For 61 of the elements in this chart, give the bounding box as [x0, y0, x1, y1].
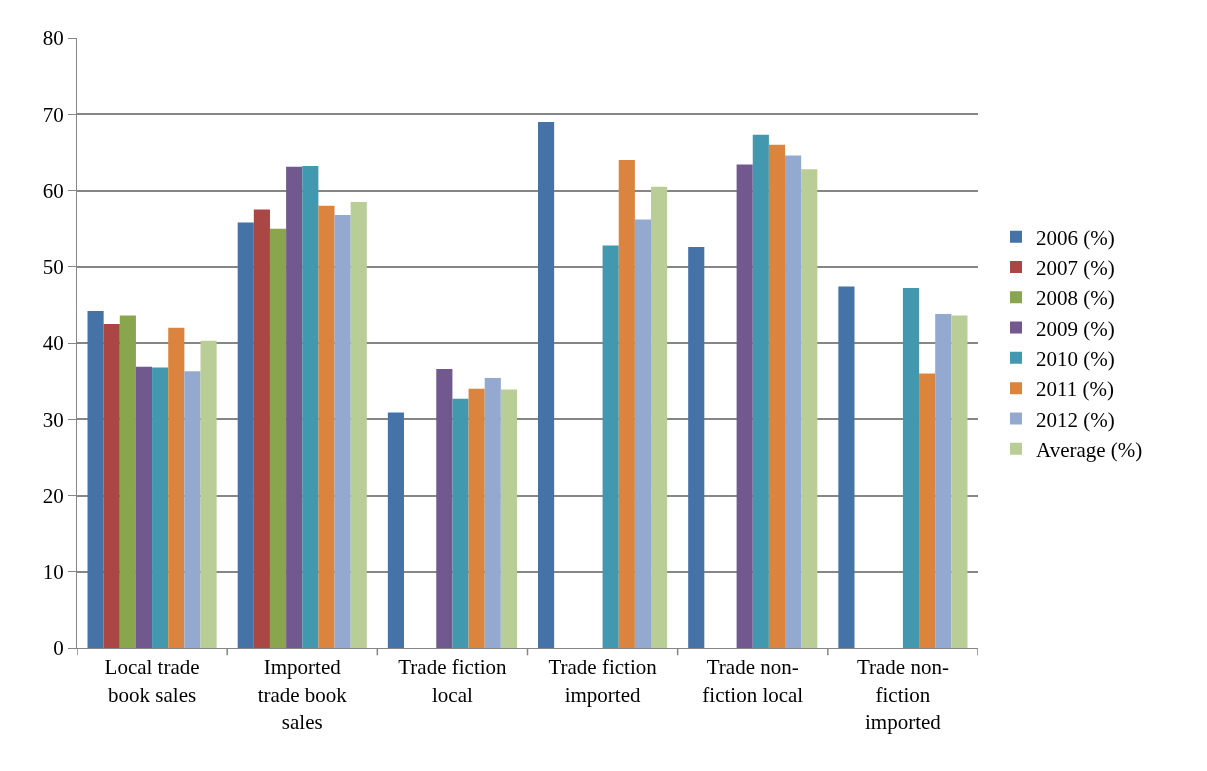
bar: [602, 245, 619, 648]
legend-label: 2012 (%): [1036, 407, 1115, 432]
legend-label: 2006 (%): [1036, 225, 1115, 250]
y-tick-label: 10: [42, 560, 64, 585]
bar: [200, 340, 217, 648]
y-tick-label: 80: [42, 26, 64, 51]
bar: [253, 209, 270, 648]
legend-label: 2008 (%): [1036, 286, 1115, 311]
bar: [286, 166, 303, 648]
legend-label: 2007 (%): [1036, 256, 1115, 281]
x-tick-label: Local trade book sales: [104, 655, 200, 707]
bar: [752, 134, 769, 648]
bar: [688, 246, 705, 648]
bar: [951, 315, 968, 648]
bar: [500, 389, 517, 648]
bar: [618, 160, 635, 648]
legend-label: 2010 (%): [1036, 347, 1115, 372]
y-tick-label: 50: [42, 255, 64, 280]
bar: [168, 327, 185, 648]
bar: [302, 166, 319, 648]
bar: [919, 373, 936, 648]
bar: [468, 388, 485, 648]
x-tick-label: Imported trade book sales: [257, 655, 348, 734]
bar: [538, 121, 555, 648]
y-tick-label: 0: [53, 636, 64, 661]
bar: [318, 205, 335, 648]
bar: [387, 412, 404, 648]
bar: [103, 323, 120, 648]
bar: [736, 164, 753, 648]
bar: [152, 367, 169, 648]
bar: [785, 155, 802, 648]
bar: [651, 186, 668, 648]
bar: [452, 398, 469, 648]
x-tick-label: Trade fiction local: [398, 655, 508, 707]
x-tick-label: Trade non-fiction local: [702, 655, 804, 707]
y-tick-label: 70: [42, 102, 64, 127]
bar: [119, 315, 136, 648]
bar: [935, 314, 952, 648]
legend-label: 2009 (%): [1036, 316, 1115, 341]
x-tick-label: Trade non-fiction imported: [856, 655, 949, 734]
bar: [838, 286, 855, 648]
bar: [184, 371, 201, 648]
bar: [484, 378, 501, 648]
bar: [801, 169, 818, 648]
bar: [237, 222, 254, 648]
y-tick-label: 60: [42, 178, 64, 203]
bar: [634, 219, 652, 648]
legend-label: Average (%): [1036, 437, 1143, 462]
bar: [334, 214, 351, 648]
y-tick-label: 20: [42, 483, 64, 508]
bar: [269, 228, 287, 648]
bar: [436, 368, 453, 648]
x-tick-label: Trade fiction imported: [548, 655, 658, 707]
bar: [902, 288, 920, 648]
bar: [135, 366, 153, 648]
y-tick-label: 30: [42, 407, 64, 432]
bar: [768, 144, 786, 648]
bar: [350, 201, 367, 648]
y-tick-label: 40: [42, 331, 64, 356]
bar: [87, 310, 104, 648]
legend-label: 2011 (%): [1036, 377, 1114, 402]
